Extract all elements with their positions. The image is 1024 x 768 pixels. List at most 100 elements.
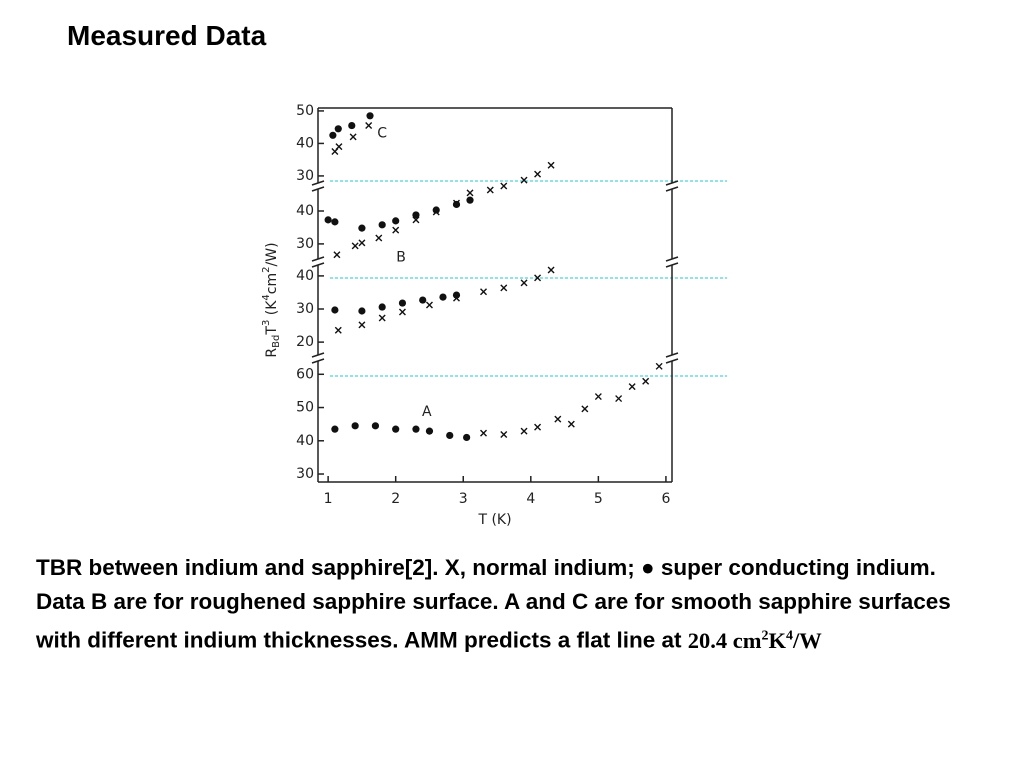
y-tick-label: 20 [296, 334, 314, 350]
point [331, 425, 339, 433]
point [655, 362, 663, 370]
y-tick-label: 30 [296, 466, 314, 482]
point [412, 425, 420, 433]
point [452, 199, 460, 207]
x-tick-label: 1 [324, 491, 333, 507]
axis-break [665, 352, 679, 358]
axis-break [313, 355, 323, 361]
point [334, 326, 342, 334]
y-tick-label: 40 [296, 135, 314, 151]
point [480, 429, 488, 437]
point [547, 266, 555, 274]
point [351, 422, 359, 430]
point [425, 427, 434, 435]
point [500, 182, 508, 190]
point [398, 308, 406, 316]
point [463, 433, 471, 442]
caption: TBR between indium and sapphire[2]. X, n… [36, 551, 966, 658]
frame [317, 107, 673, 483]
point [567, 420, 575, 428]
panel-label: C [377, 126, 387, 142]
axis-break [665, 262, 679, 268]
y-tick-label: 30 [296, 301, 314, 317]
point [547, 161, 555, 169]
axis-break [311, 256, 325, 262]
y-tick-label: 30 [296, 168, 314, 184]
point [581, 405, 589, 413]
point [349, 133, 357, 141]
point [329, 131, 337, 139]
y-tick-label: 50 [296, 103, 314, 119]
slide-title: Measured Data [67, 20, 267, 51]
point [371, 422, 380, 430]
point [333, 251, 341, 259]
point [392, 425, 400, 433]
point [520, 176, 528, 184]
point [324, 216, 332, 224]
point [594, 393, 602, 401]
axis-break [311, 358, 325, 364]
point [358, 239, 366, 247]
axis-break [665, 358, 679, 364]
point [392, 226, 400, 234]
point [334, 125, 342, 133]
point [452, 200, 461, 209]
axis-break [665, 180, 679, 186]
y-tick-label: 40 [296, 268, 314, 284]
x-tick-label: 5 [594, 491, 603, 507]
formula: 20.4 cm2K4/W [687, 627, 822, 653]
axis-break [311, 180, 325, 186]
point [534, 274, 542, 282]
axis-break [311, 186, 325, 192]
axis-break [667, 259, 677, 265]
point [500, 430, 508, 438]
point [480, 288, 488, 296]
axis-break [665, 256, 679, 262]
point [520, 427, 528, 435]
point [351, 242, 359, 250]
y-tick-label: 60 [296, 366, 314, 382]
point [331, 306, 339, 314]
point [534, 170, 542, 178]
point [378, 303, 386, 311]
point [331, 218, 339, 226]
point [392, 217, 400, 225]
point [335, 143, 343, 151]
point [412, 216, 420, 224]
point [375, 234, 383, 242]
x-tick-label: 6 [661, 491, 670, 507]
x-tick-label: 3 [459, 491, 468, 507]
axis-break [313, 259, 323, 265]
point [554, 415, 562, 423]
point [642, 377, 650, 385]
point [615, 395, 623, 403]
point [412, 211, 420, 219]
point [432, 206, 440, 214]
axis-break [311, 352, 325, 358]
axis-break [667, 183, 677, 189]
point [486, 186, 494, 194]
point [366, 112, 374, 120]
point [452, 294, 460, 302]
point [358, 321, 366, 329]
axis-break [311, 262, 325, 268]
point [358, 307, 366, 315]
caption-text: TBR between indium and sapphire[2]. X, n… [36, 555, 951, 653]
point [419, 296, 427, 304]
y-tick-label: 40 [296, 203, 314, 219]
point [378, 314, 386, 322]
y-tick-label: 40 [296, 433, 314, 449]
point [466, 189, 474, 197]
y-tick-label: 50 [296, 400, 314, 416]
point [378, 221, 386, 229]
panel-label: B [396, 250, 406, 266]
point [500, 284, 508, 292]
point [348, 121, 356, 130]
x-tick-label: 2 [391, 491, 400, 507]
point [628, 383, 636, 391]
point [432, 208, 440, 216]
point [358, 224, 366, 232]
x-axis-label: T (K) [477, 512, 511, 528]
